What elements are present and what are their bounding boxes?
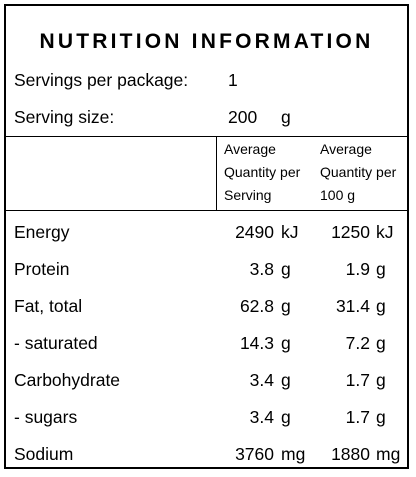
per100-unit: g [376,370,386,390]
nutrient-name: Sodium [14,444,74,464]
per100-unit: mg [376,444,401,464]
serving-size-value: 200 [228,107,258,127]
serving-value: 62.8 [239,296,274,316]
divider-top [6,136,407,137]
nutrition-panel: NUTRITION INFORMATION Servings per packa… [4,4,409,469]
serving-value: 14.3 [239,333,274,353]
serving-size-label: Serving size: [14,107,115,127]
serving-value: 3.4 [249,370,274,390]
per100-value: 1250 [331,222,370,242]
header-serving-line-2: Quantity per [224,164,301,180]
per100-unit: g [376,296,386,316]
nutrient-name: - sugars [14,407,78,427]
serving-value: 2490 [235,222,274,242]
nutrient-name: - saturated [14,333,98,353]
serving-value: 3760 [235,444,274,464]
per100-unit: g [376,333,386,353]
servings-value: 1 [228,70,238,90]
divider-column [216,136,217,210]
serving-unit: g [281,259,291,279]
serving-unit: kJ [281,222,299,242]
per100-unit: g [376,407,386,427]
header-serving-line-3: Serving [224,187,272,203]
serving-unit: g [281,333,291,353]
serving-unit: g [281,296,291,316]
per100-value: 1.7 [345,370,370,390]
nutrient-name: Carbohydrate [14,370,121,390]
nutrient-name: Protein [14,259,70,279]
divider-header [6,210,407,211]
per100-value: 1880 [331,444,370,464]
serving-size-unit: g [281,107,291,127]
header-serving-line-1: Average [224,141,276,157]
per100-unit: kJ [376,222,394,242]
per100-value: 7.2 [345,333,370,353]
serving-value: 3.8 [249,259,274,279]
servings-label: Servings per package: [14,70,189,90]
serving-value: 3.4 [249,407,274,427]
per100-unit: g [376,259,386,279]
header-100g-line-2: Quantity per [320,164,397,180]
header-100g-line-1: Average [320,141,372,157]
per100-value: 1.9 [345,259,370,279]
per100-value: 1.7 [345,407,370,427]
serving-unit: g [281,407,291,427]
nutrient-name: Fat, total [14,296,83,316]
header-100g-line-3: 100 g [320,187,356,203]
serving-unit: mg [281,444,306,464]
panel-title: NUTRITION INFORMATION [39,30,374,53]
per100-value: 31.4 [335,296,370,316]
nutrient-name: Energy [14,222,70,242]
serving-unit: g [281,370,291,390]
